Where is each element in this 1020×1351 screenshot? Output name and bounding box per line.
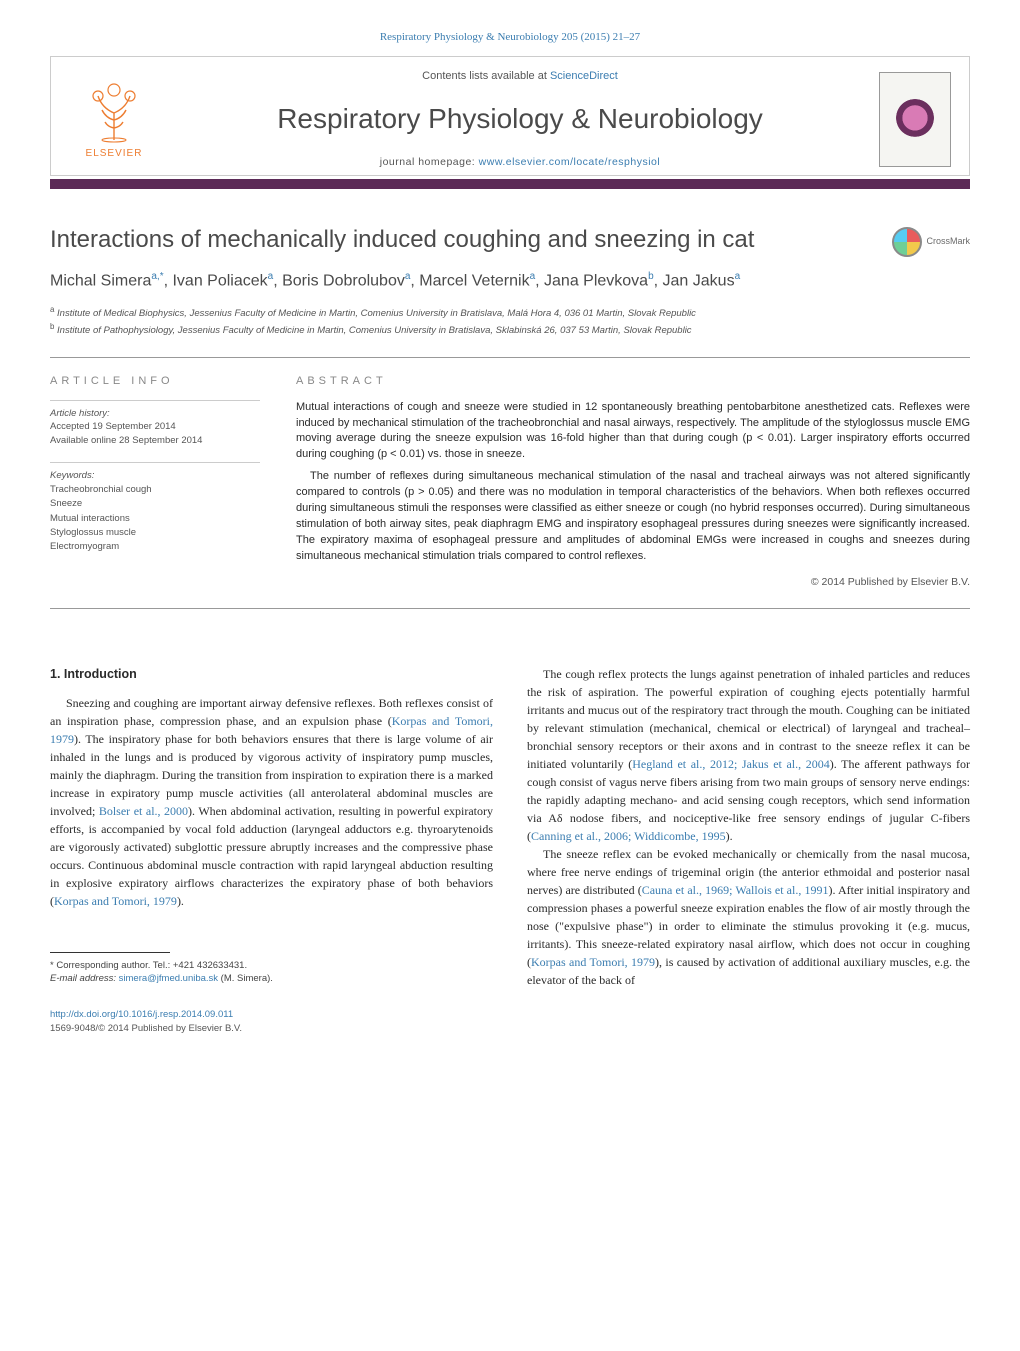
left-column: 1. Introduction Sneezing and coughing ar… bbox=[50, 665, 493, 1036]
footnote-separator bbox=[50, 952, 170, 953]
article-history-block: Article history: Accepted 19 September 2… bbox=[50, 400, 260, 448]
publisher-name: ELSEVIER bbox=[86, 147, 143, 162]
running-header: Respiratory Physiology & Neurobiology 20… bbox=[50, 30, 970, 46]
crossmark-icon bbox=[892, 227, 922, 257]
accent-bar bbox=[50, 179, 970, 189]
keyword: Tracheobronchial cough bbox=[50, 483, 260, 497]
cover-art-icon bbox=[894, 99, 936, 141]
history-online: Available online 28 September 2014 bbox=[50, 434, 260, 448]
email-note: E-mail address: simera@jfmed.uniba.sk (M… bbox=[50, 972, 493, 985]
affiliation-b: b Institute of Pathophysiology, Jesseniu… bbox=[50, 321, 970, 338]
divider bbox=[50, 357, 970, 358]
publisher-logo: ELSEVIER bbox=[69, 72, 159, 167]
article-info-sidebar: article info Article history: Accepted 1… bbox=[50, 374, 260, 591]
affiliation-a: a Institute of Medical Biophysics, Jesse… bbox=[50, 304, 970, 321]
history-label: Article history: bbox=[50, 407, 260, 421]
keywords-block: Keywords: Tracheobronchial cough Sneeze … bbox=[50, 462, 260, 555]
right-column: The cough reflex protects the lungs agai… bbox=[527, 665, 970, 1036]
affiliations: a Institute of Medical Biophysics, Jesse… bbox=[50, 304, 970, 339]
abstract-copyright: © 2014 Published by Elsevier B.V. bbox=[296, 575, 970, 590]
elsevier-tree-icon bbox=[84, 78, 144, 143]
journal-title: Respiratory Physiology & Neurobiology bbox=[179, 99, 861, 140]
keywords-label: Keywords: bbox=[50, 469, 260, 483]
article-info-heading: article info bbox=[50, 374, 260, 390]
contents-available-line: Contents lists available at ScienceDirec… bbox=[179, 69, 861, 85]
abstract-para-1: Mutual interactions of cough and sneeze … bbox=[296, 400, 970, 464]
corresponding-author-note: * Corresponding author. Tel.: +421 43263… bbox=[50, 959, 493, 972]
abstract-heading: abstract bbox=[296, 374, 970, 390]
masthead: ELSEVIER Contents lists available at Sci… bbox=[50, 56, 970, 176]
author-email-link[interactable]: simera@jfmed.uniba.sk bbox=[119, 973, 218, 984]
crossmark-badge[interactable]: CrossMark bbox=[892, 227, 970, 257]
journal-homepage-line: journal homepage: www.elsevier.com/locat… bbox=[179, 155, 861, 170]
section-heading: 1. Introduction bbox=[50, 665, 493, 684]
journal-cover-thumbnail bbox=[879, 72, 951, 167]
keyword: Mutual interactions bbox=[50, 512, 260, 526]
keyword: Sneeze bbox=[50, 497, 260, 511]
intro-para-3: The sneeze reflex can be evoked mechanic… bbox=[527, 845, 970, 989]
doi-link[interactable]: http://dx.doi.org/10.1016/j.resp.2014.09… bbox=[50, 1009, 233, 1020]
sciencedirect-link[interactable]: ScienceDirect bbox=[550, 70, 618, 82]
intro-para-1: Sneezing and coughing are important airw… bbox=[50, 694, 493, 910]
history-accepted: Accepted 19 September 2014 bbox=[50, 420, 260, 434]
journal-homepage-link[interactable]: www.elsevier.com/locate/resphysiol bbox=[479, 156, 661, 168]
doi-block: http://dx.doi.org/10.1016/j.resp.2014.09… bbox=[50, 1008, 493, 1037]
author-list: Michal Simeraa,*, Ivan Poliaceka, Boris … bbox=[50, 269, 970, 293]
keyword: Electromyogram bbox=[50, 540, 260, 554]
article-title: Interactions of mechanically induced cou… bbox=[50, 223, 872, 258]
crossmark-label: CrossMark bbox=[926, 235, 970, 248]
abstract-para-2: The number of reflexes during simultaneo… bbox=[296, 469, 970, 565]
intro-para-2: The cough reflex protects the lungs agai… bbox=[527, 665, 970, 845]
keyword: Styloglossus muscle bbox=[50, 526, 260, 540]
issn-copyright: 1569-9048/© 2014 Published by Elsevier B… bbox=[50, 1023, 242, 1034]
body-two-column: 1. Introduction Sneezing and coughing ar… bbox=[50, 665, 970, 1036]
abstract-column: abstract Mutual interactions of cough an… bbox=[296, 374, 970, 591]
